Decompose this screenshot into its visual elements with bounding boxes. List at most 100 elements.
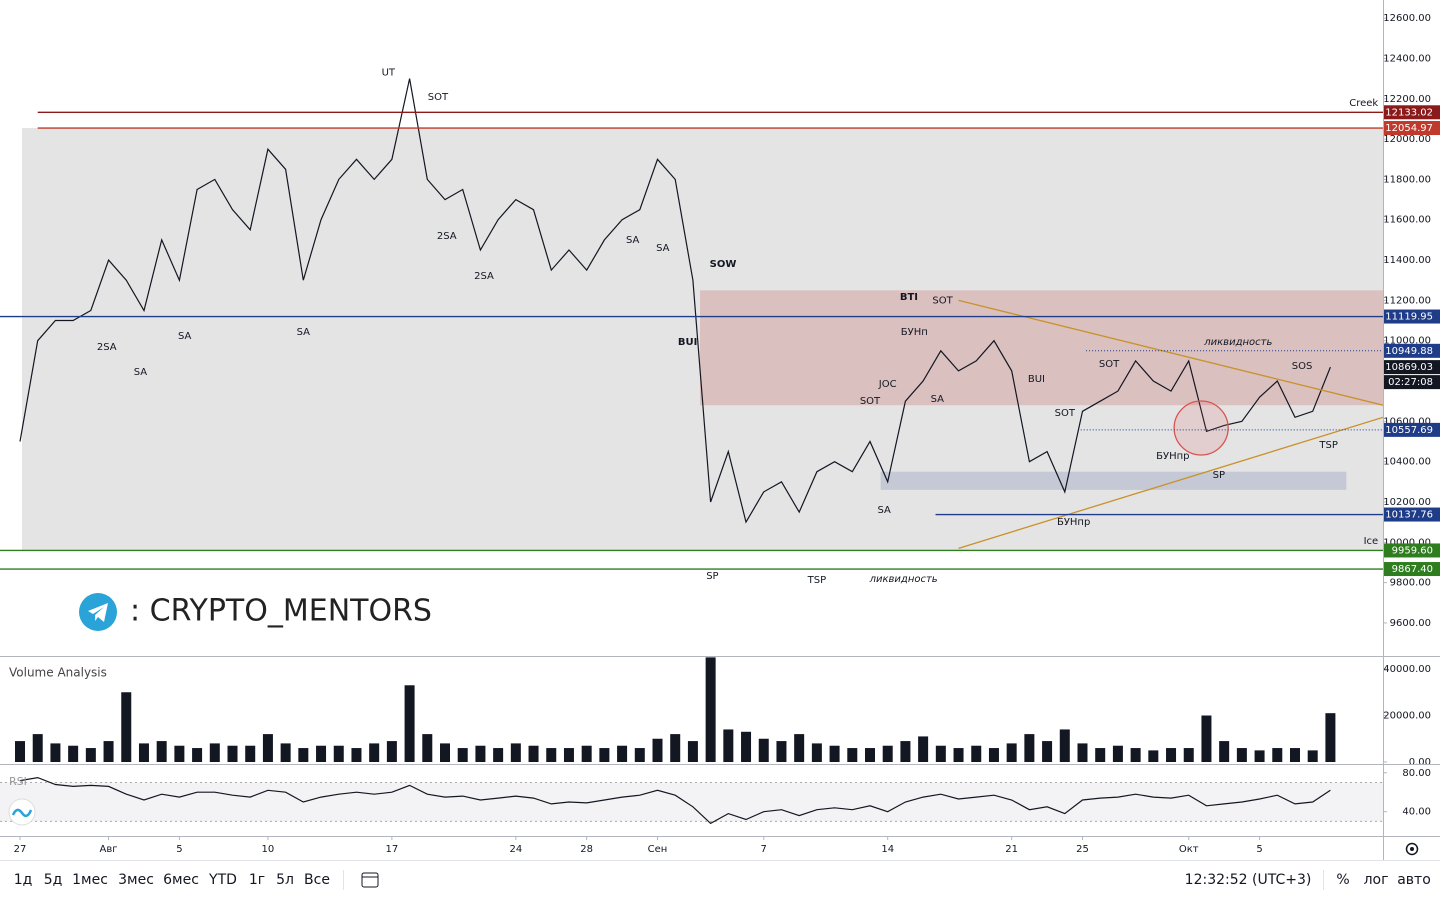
x-tick-label: 17 [386,844,399,855]
volume-bar [528,745,539,763]
annotation: Ice [1364,536,1379,547]
annotation: SA [297,327,311,338]
x-tick-label: 10 [262,844,275,855]
volume-bar [741,731,752,763]
volume-bar [776,741,787,763]
x-tick-label: 5 [1256,844,1262,855]
volume-bar [1077,743,1088,763]
price-badge-label: 10557.69 [1385,425,1433,436]
volume-bar [1219,741,1230,763]
range-button[interactable]: Все [304,872,330,888]
annotation: БУНпр [1156,451,1189,462]
annotation: TSP [807,575,827,586]
range-button[interactable]: 1д [14,872,33,888]
settings-icon[interactable] [1405,842,1419,856]
annotation: SA [626,235,640,246]
volume-bar [422,734,433,763]
x-tick-label: Авг [100,844,118,855]
annotation: SA [877,505,891,516]
volume-bar [811,743,822,763]
volume-bar [900,741,911,763]
annotation: JOC [878,379,897,390]
annotation: SOT [1055,408,1076,419]
volume-bar [953,748,964,763]
y-tick-label: 10000.00 [1383,537,1431,548]
volume-bar [50,743,61,763]
x-tick-label: 21 [1005,844,1018,855]
volume-bar [599,748,610,763]
price-badge-label: 10137.76 [1385,510,1433,521]
price-badge-label: 9959.60 [1392,545,1433,556]
calendar-icon[interactable] [361,872,379,888]
y-tick-label: 11600.00 [1383,215,1431,226]
range-button[interactable]: 5д [44,872,63,888]
volume-bar [1183,748,1194,763]
volume-bar [68,745,79,763]
range-button[interactable]: 5л [276,872,294,888]
scale-button[interactable]: % [1336,872,1349,888]
volume-bar [864,748,875,763]
volume-bar [563,748,574,763]
volume-bar [882,745,893,763]
price-badge [1384,343,1440,358]
range-button[interactable]: 3мес [118,872,154,888]
y-tick-label: 80.00 [1402,768,1431,779]
volume-bar [1006,743,1017,763]
annotation: SOT [932,295,953,306]
clock: 12:32:52 (UTC+3) [1185,872,1312,888]
y-tick-label: 11200.00 [1383,295,1431,306]
annotation: TSP [1318,440,1338,451]
volume-bar [1059,729,1070,763]
scale-button[interactable]: авто [1397,872,1431,888]
volume-bar [138,743,149,763]
volume-bar [634,748,645,763]
price-badge [1384,543,1440,558]
price-badge-label: 12133.02 [1385,107,1433,118]
y-tick-label: 11800.00 [1383,174,1431,185]
annotation: 2SA [97,342,117,353]
annotation: UT [382,68,396,79]
countdown: 02:27:08 [1388,377,1433,388]
rsi-band [0,782,1383,822]
volume-bar [670,734,681,763]
volume-bar [32,734,43,763]
volume-bar [316,745,327,763]
annotation: SA [931,394,945,405]
range-button[interactable]: 1мес [72,872,108,888]
countdown-badge [1384,375,1440,390]
volume-bar [493,748,504,763]
price-badge-label: 12054.97 [1385,123,1433,134]
volume-bar [971,745,982,763]
y-tick-label: 0.00 [1409,757,1431,768]
x-tick-label: 7 [761,844,767,855]
range-button[interactable]: 1г [249,872,265,888]
volume-bar [935,745,946,763]
annotation: SP [1213,470,1225,481]
volume-bar [475,745,486,763]
volume-bar [174,745,185,763]
y-tick-label: 10400.00 [1383,457,1431,468]
y-tick-label: 40000.00 [1383,664,1431,675]
annotation: БУНп [901,327,928,338]
y-tick-label: 12200.00 [1383,94,1431,105]
zone [21,128,1383,551]
zone [880,471,1347,490]
pane-title: Volume Analysis [9,666,107,680]
x-tick-label: 25 [1076,844,1089,855]
highlight-circle [1173,400,1229,456]
volume-bar [227,745,238,763]
annotation: BUI [1028,374,1045,385]
annotation: BTI [900,292,918,303]
volume-bar [1307,750,1318,763]
range-button[interactable]: YTD [208,872,237,888]
volume-bar [121,692,132,763]
volume-bar [758,738,769,763]
volume-bar [1112,745,1123,763]
range-button[interactable]: 6мес [163,872,199,888]
x-tick-label: 27 [14,844,27,855]
scale-button[interactable]: лог [1364,872,1389,888]
volume-bar [794,734,805,763]
y-tick-label: 12600.00 [1383,13,1431,24]
annotation: SOT [860,396,881,407]
volume-bar [847,748,858,763]
